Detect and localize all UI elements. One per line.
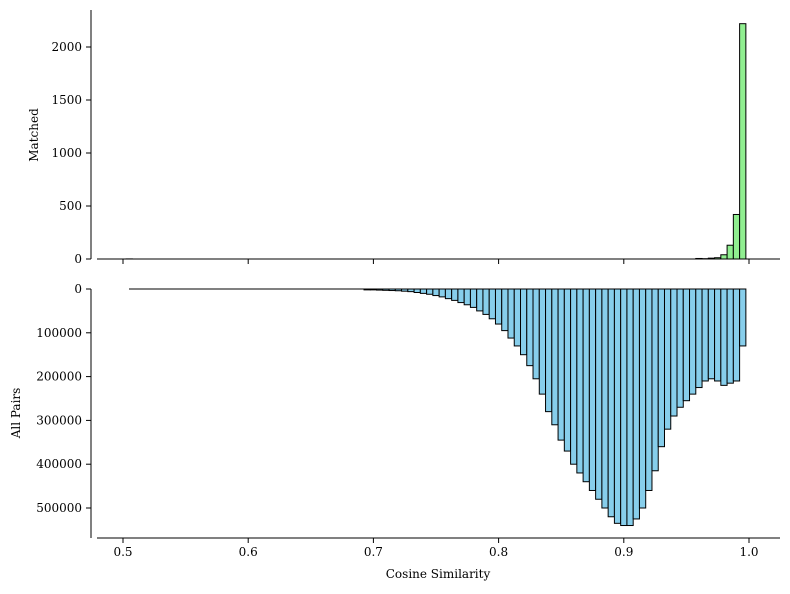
all-pairs-bar bbox=[696, 289, 702, 388]
all-pairs-histogram-panel bbox=[129, 289, 746, 526]
all-pairs-bar bbox=[740, 289, 746, 346]
matched-bar bbox=[721, 255, 727, 259]
all-pairs-bar bbox=[652, 289, 658, 471]
y-tick-label: 100000 bbox=[36, 326, 82, 340]
all-pairs-bar bbox=[733, 289, 739, 381]
all-pairs-bar bbox=[370, 289, 376, 290]
all-pairs-bar bbox=[677, 289, 683, 407]
all-pairs-bar bbox=[483, 289, 489, 314]
all-pairs-bar bbox=[621, 289, 627, 526]
all-pairs-bar bbox=[408, 289, 414, 292]
all-pairs-bar bbox=[389, 289, 395, 291]
y-tick-label: 300000 bbox=[36, 413, 82, 427]
all-pairs-bar bbox=[464, 289, 470, 305]
all-pairs-bar bbox=[690, 289, 696, 394]
x-tick-label: 1.0 bbox=[739, 545, 758, 559]
y-tick-label: 500 bbox=[59, 199, 82, 213]
all-pairs-bar bbox=[608, 289, 614, 517]
all-pairs-bar bbox=[564, 289, 570, 451]
all-pairs-bar bbox=[402, 289, 408, 291]
all-pairs-bar bbox=[646, 289, 652, 490]
all-pairs-bar bbox=[508, 289, 514, 338]
all-pairs-bar bbox=[727, 289, 733, 383]
all-pairs-bar bbox=[521, 289, 527, 355]
all-pairs-bar bbox=[383, 289, 389, 290]
all-pairs-bar bbox=[477, 289, 483, 311]
matched-bar bbox=[727, 245, 733, 259]
matched-bar bbox=[733, 214, 739, 259]
all-pairs-bar bbox=[539, 289, 545, 394]
x-axis-label: Cosine Similarity bbox=[386, 567, 491, 581]
y-tick-label: 200000 bbox=[36, 370, 82, 384]
all-pairs-bar bbox=[552, 289, 558, 425]
all-pairs-bar bbox=[489, 289, 495, 319]
all-pairs-bar bbox=[683, 289, 689, 401]
all-pairs-bar bbox=[445, 289, 451, 299]
y-axis-label-matched: Matched bbox=[27, 108, 41, 162]
all-pairs-bar bbox=[614, 289, 620, 523]
all-pairs-bar bbox=[502, 289, 508, 331]
matched-bar bbox=[740, 24, 746, 259]
y-tick-label: 0 bbox=[74, 252, 82, 266]
x-tick-label: 0.5 bbox=[113, 545, 132, 559]
all-pairs-bar bbox=[571, 289, 577, 464]
all-pairs-bar bbox=[627, 289, 633, 526]
y-tick-label: 2000 bbox=[51, 40, 82, 54]
y-tick-label: 500000 bbox=[36, 501, 82, 515]
all-pairs-bar bbox=[583, 289, 589, 482]
x-tick-label: 0.8 bbox=[489, 545, 508, 559]
all-pairs-bar bbox=[377, 289, 383, 290]
all-pairs-bar bbox=[470, 289, 476, 307]
all-pairs-bar bbox=[664, 289, 670, 429]
x-tick-label: 0.6 bbox=[239, 545, 258, 559]
all-pairs-bar bbox=[427, 289, 433, 294]
all-pairs-bar bbox=[658, 289, 664, 447]
all-pairs-bar bbox=[495, 289, 501, 324]
y-axis-label-all-pairs: All Pairs bbox=[9, 388, 23, 440]
all-pairs-bar bbox=[596, 289, 602, 499]
y-tick-label: 400000 bbox=[36, 457, 82, 471]
all-pairs-bar bbox=[577, 289, 583, 473]
all-pairs-bar bbox=[458, 289, 464, 303]
all-pairs-bar bbox=[414, 289, 420, 293]
all-pairs-bar bbox=[527, 289, 533, 366]
matched-histogram-panel bbox=[126, 24, 746, 259]
all-pairs-bar bbox=[395, 289, 401, 291]
all-pairs-bar bbox=[702, 289, 708, 381]
all-pairs-bar bbox=[420, 289, 426, 293]
all-pairs-bar bbox=[708, 289, 714, 379]
y-tick-label: 1500 bbox=[51, 93, 82, 107]
all-pairs-bar bbox=[633, 289, 639, 519]
all-pairs-bar bbox=[533, 289, 539, 379]
all-pairs-bar bbox=[671, 289, 677, 416]
y-tick-label: 0 bbox=[74, 282, 82, 296]
all-pairs-bar bbox=[514, 289, 520, 346]
all-pairs-bar bbox=[452, 289, 458, 300]
all-pairs-bar bbox=[602, 289, 608, 508]
all-pairs-bar bbox=[721, 289, 727, 385]
all-pairs-bar bbox=[715, 289, 721, 381]
all-pairs-bar bbox=[558, 289, 564, 440]
x-tick-label: 0.7 bbox=[364, 545, 383, 559]
y-tick-label: 1000 bbox=[51, 146, 82, 160]
all-pairs-bar bbox=[439, 289, 445, 297]
all-pairs-bar bbox=[639, 289, 645, 508]
all-pairs-bar bbox=[589, 289, 595, 490]
all-pairs-bar bbox=[433, 289, 439, 296]
x-tick-label: 0.9 bbox=[614, 545, 633, 559]
all-pairs-bar bbox=[546, 289, 552, 412]
